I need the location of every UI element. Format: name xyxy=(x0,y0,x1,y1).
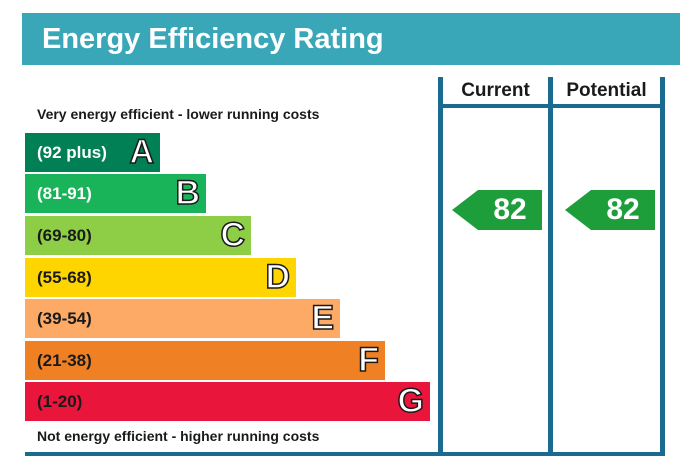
header-bar: Energy Efficiency Rating xyxy=(22,13,680,65)
band-letter: C xyxy=(220,215,246,255)
band-letter: D xyxy=(265,257,291,297)
frame-divider-1 xyxy=(438,77,443,452)
current-column-header: Current xyxy=(461,80,530,101)
band-range-label: (55-68) xyxy=(37,268,92,287)
band-e: (39-54) E xyxy=(25,298,340,338)
potential-arrow-shape xyxy=(565,190,655,230)
potential-rating-arrow: 82 xyxy=(565,190,655,230)
band-a: (92 plus) A xyxy=(25,132,160,172)
band-d: (55-68) D xyxy=(25,257,296,297)
band-range-label: (92 plus) xyxy=(37,143,107,162)
potential-column-header: Potential xyxy=(566,80,647,101)
page-title: Energy Efficiency Rating xyxy=(42,23,384,55)
band-letter: E xyxy=(311,298,335,338)
bottom-caption: Not energy efficient - higher running co… xyxy=(37,428,320,444)
current-rating-value: 82 xyxy=(493,193,527,226)
band-c: (69-80) C xyxy=(25,215,251,255)
current-rating-arrow: 82 xyxy=(452,190,542,230)
band-range-label: (1-20) xyxy=(37,392,83,411)
band-b: (81-91) B xyxy=(25,173,206,213)
band-range-label: (81-91) xyxy=(37,184,92,203)
band-letter: G xyxy=(397,381,425,421)
band-f: (21-38) F xyxy=(25,340,385,380)
band-letter: B xyxy=(175,173,201,213)
band-range-label: (69-80) xyxy=(37,226,92,245)
frame-bottom-line xyxy=(25,452,665,456)
frame-divider-3 xyxy=(660,77,665,452)
current-arrow-shape xyxy=(452,190,542,230)
band-range-label: (21-38) xyxy=(37,351,92,370)
frame-divider-2 xyxy=(548,77,553,452)
header-underline xyxy=(438,104,665,108)
top-caption: Very energy efficient - lower running co… xyxy=(37,106,320,122)
band-range-label: (39-54) xyxy=(37,309,92,328)
potential-rating-value: 82 xyxy=(606,193,640,226)
band-letter: A xyxy=(129,132,155,172)
band-g: (1-20) G xyxy=(25,381,430,421)
band-letter: F xyxy=(357,340,379,380)
